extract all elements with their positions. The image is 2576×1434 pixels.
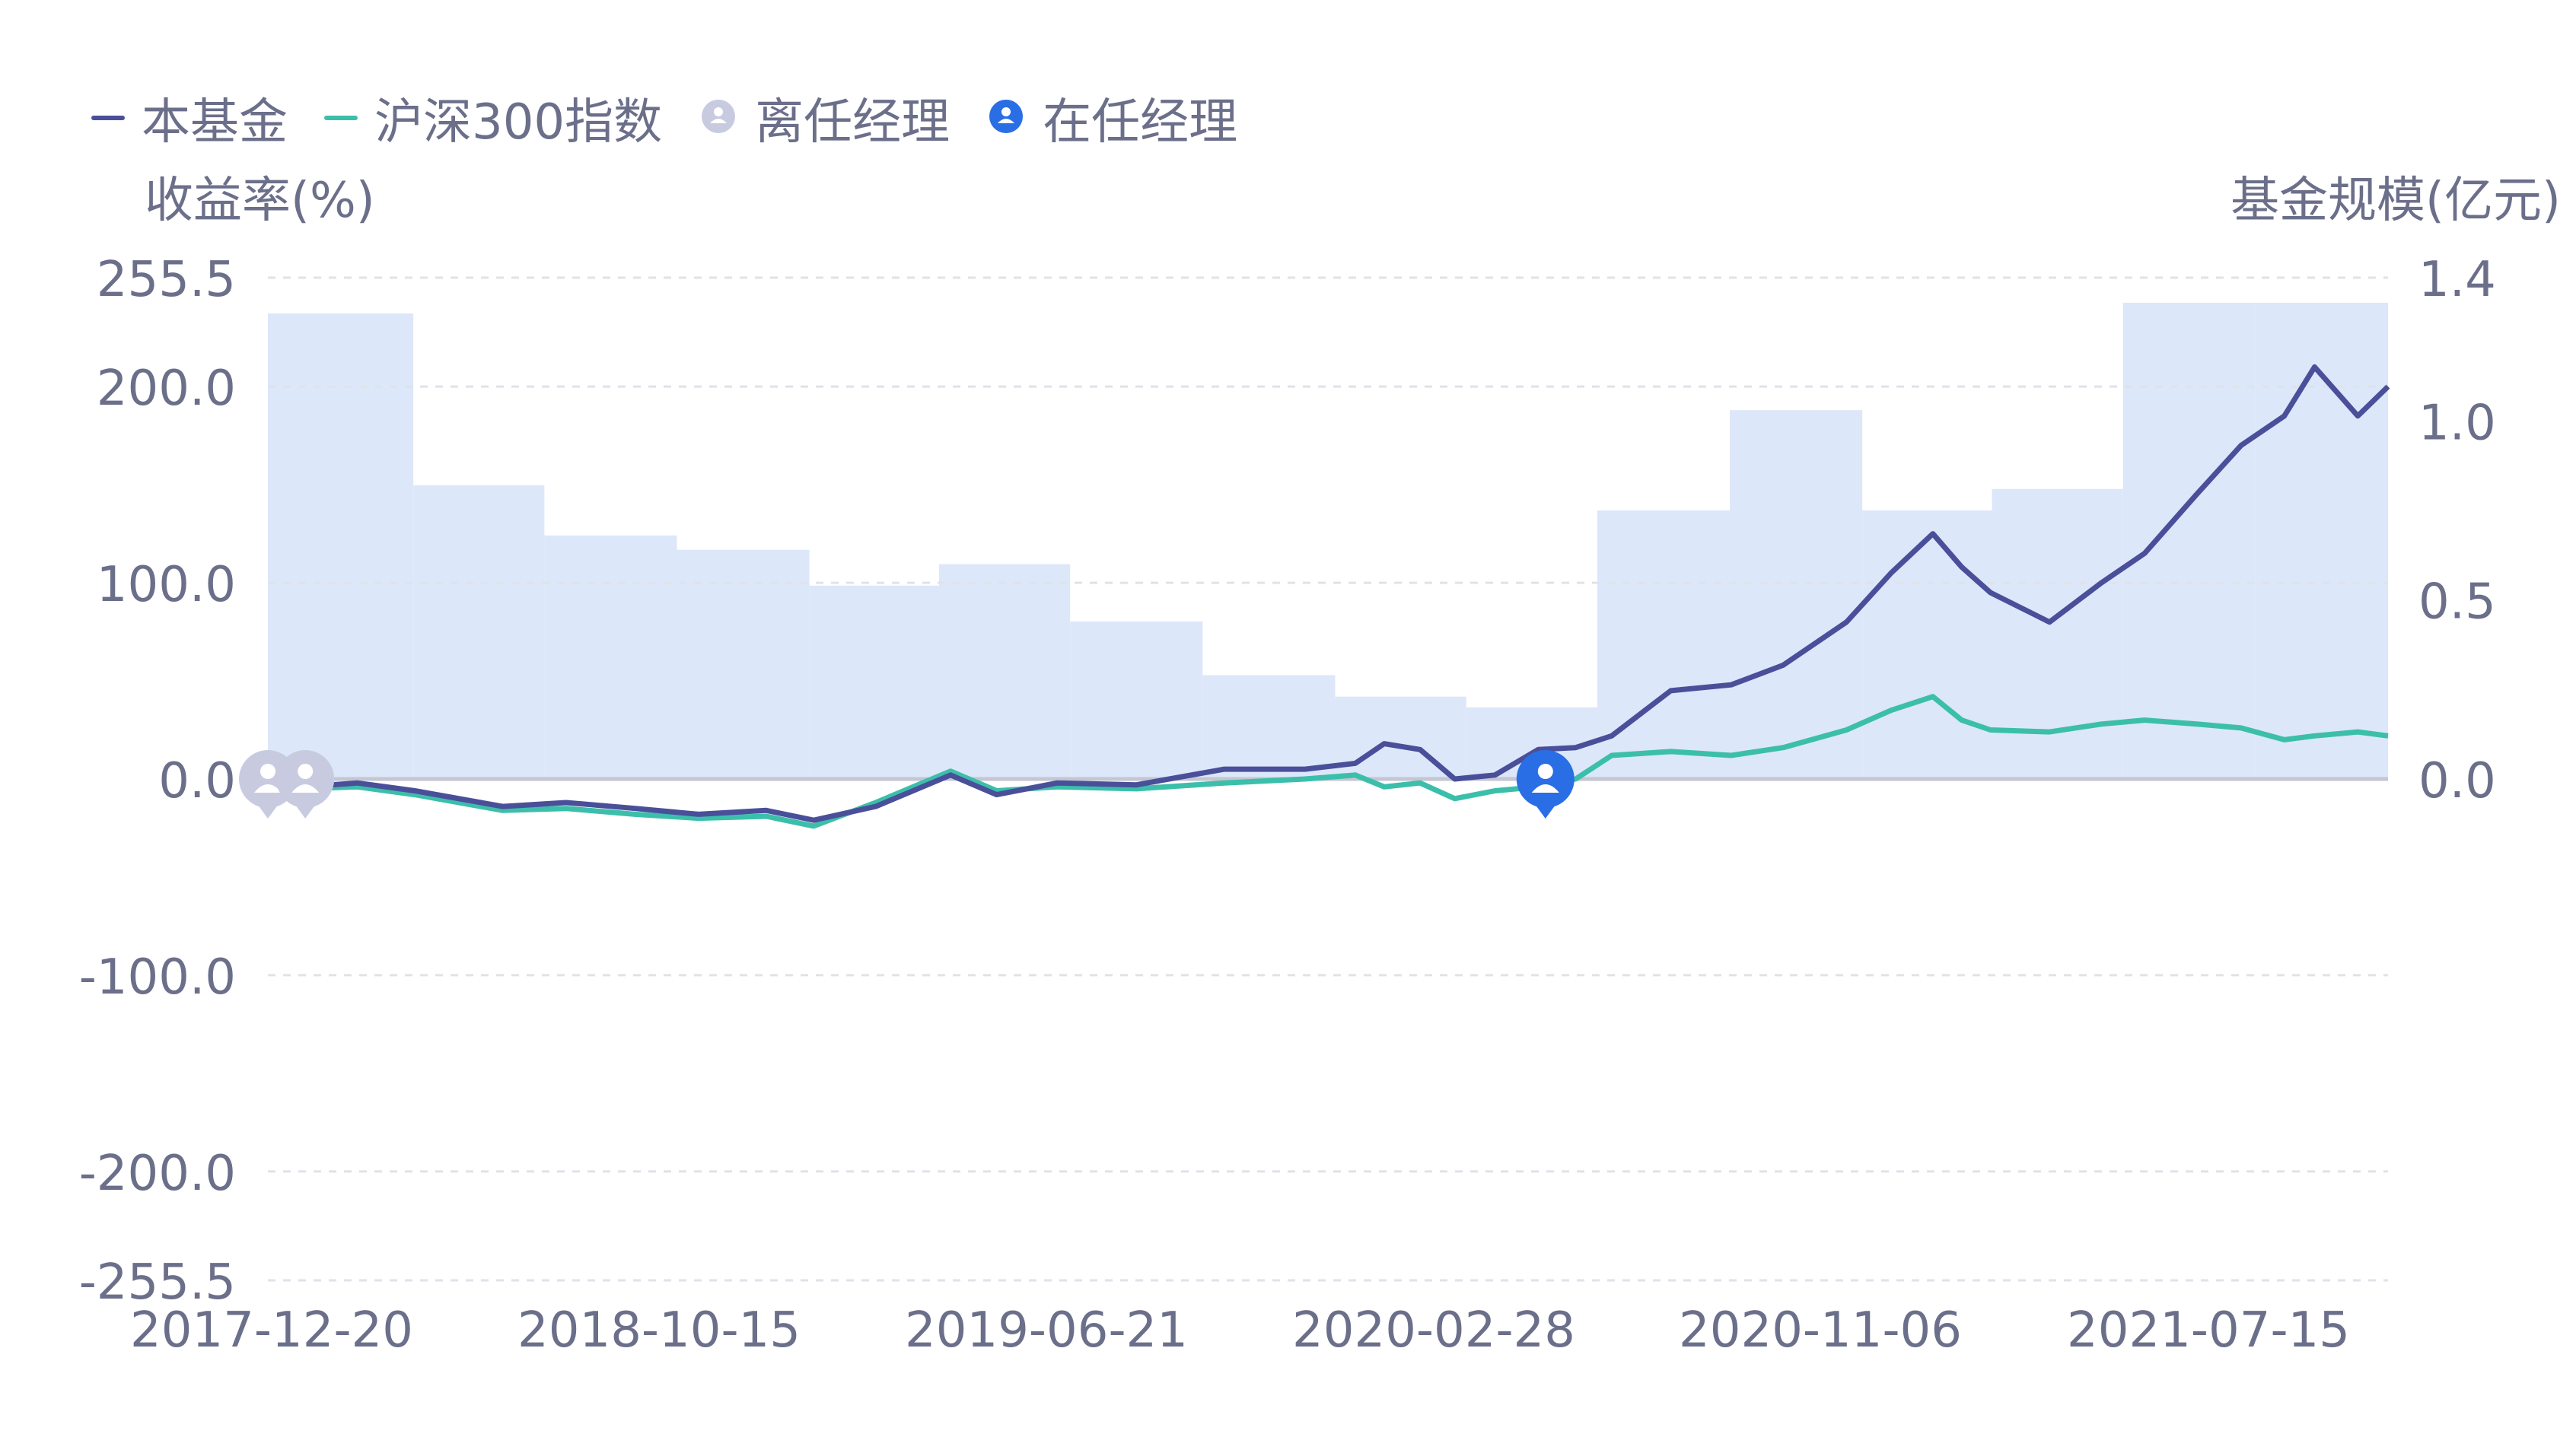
- right-axis-title: 基金规模(亿元): [2231, 173, 2561, 229]
- legend-item-fund[interactable]: 本基金: [91, 83, 288, 153]
- legend-label-fund: 本基金: [142, 94, 288, 151]
- former-manager-pin-icon: [702, 100, 736, 133]
- left-axis-title: 收益率(%): [145, 173, 375, 229]
- y-left-tick-label: 0.0: [158, 753, 236, 809]
- fund-scale-area: [268, 302, 2388, 780]
- index-return-line: [267, 694, 2389, 829]
- fund-line-swatch: [91, 116, 125, 120]
- scale-bar: [268, 313, 414, 780]
- legend-label-index: 沪深300指数: [374, 94, 663, 151]
- current-manager-marker: [1516, 750, 1575, 819]
- axis-ticks: 255.5 200.0 100.0 0.0 -100.0 -200.0 -255.5 1.4 1…: [79, 252, 2496, 1359]
- scale-bar: [1862, 510, 1992, 779]
- current-manager-pin-icon: [989, 100, 1024, 133]
- legend-label-current-manager: 在任经理: [1043, 94, 1238, 151]
- marker-body: [1531, 784, 1559, 793]
- x-tick-label: 2020-11-06: [1679, 1302, 1962, 1359]
- former-manager-marker: [276, 750, 335, 819]
- marker-body: [291, 784, 320, 793]
- x-tick-label: 2018-10-15: [517, 1302, 801, 1359]
- y-left-tick-label: 100.0: [97, 557, 236, 613]
- marker-head: [260, 764, 275, 779]
- y-right-tick-label: 0.0: [2418, 753, 2496, 809]
- scale-bar: [938, 564, 1071, 779]
- scale-bar: [809, 585, 939, 779]
- scale-bar: [1730, 410, 1863, 779]
- scale-bar: [677, 549, 810, 779]
- marker-head: [1537, 764, 1553, 779]
- scale-bar: [2122, 302, 2256, 779]
- x-tick-label: 2017-12-20: [130, 1302, 413, 1359]
- marker-circle: [1516, 750, 1575, 808]
- scale-bar: [413, 485, 545, 779]
- scale-bar: [1202, 675, 1336, 779]
- y-right-tick-label: 0.5: [2418, 574, 2496, 631]
- fund-return-line: [267, 364, 2390, 823]
- scale-bar: [1335, 696, 1466, 779]
- chart-legend: 本基金 沪深300指数 离任经理 在任经理: [91, 84, 1274, 152]
- scale-bar: [2255, 302, 2388, 779]
- scale-bar: [1597, 510, 1731, 779]
- y-right-tick-label: 1.4: [2418, 252, 2496, 308]
- y-left-tick-label: -255.5: [79, 1254, 236, 1311]
- manager-markers: [239, 750, 1575, 819]
- marker-body: [254, 784, 282, 793]
- legend-item-former-manager[interactable]: 离任经理: [699, 83, 950, 153]
- y-left-tick-label: 200.0: [97, 361, 236, 417]
- y-left-tick-label: -200.0: [79, 1146, 236, 1202]
- x-tick-label: 2019-06-21: [905, 1302, 1188, 1359]
- y-left-tick-label: -100.0: [79, 949, 236, 1006]
- scale-bar: [544, 535, 677, 779]
- legend-item-current-manager[interactable]: 在任经理: [986, 83, 1237, 153]
- y-right-tick-label: 1.0: [2418, 395, 2496, 451]
- index-line-swatch: [324, 116, 358, 120]
- y-left-tick-label: 255.5: [97, 252, 236, 308]
- x-tick-label: 2020-02-28: [1292, 1302, 1575, 1359]
- marker-head: [298, 764, 314, 779]
- scale-bar: [1992, 488, 2123, 779]
- x-tick-label: 2021-07-15: [2067, 1302, 2350, 1359]
- return-lines: [267, 364, 2390, 829]
- legend-label-former-manager: 离任经理: [755, 94, 950, 151]
- legend-item-index[interactable]: 沪深300指数: [324, 83, 662, 153]
- scale-bar: [1070, 621, 1203, 779]
